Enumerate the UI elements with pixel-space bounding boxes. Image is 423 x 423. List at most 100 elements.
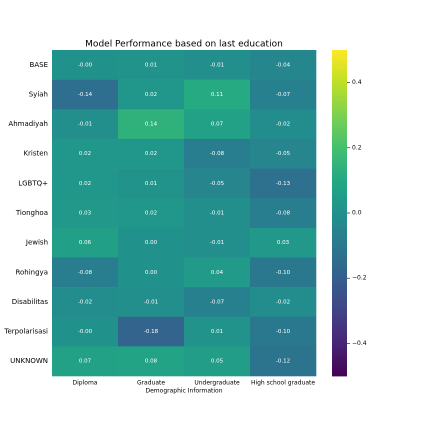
x-tick-label: Undergraduate bbox=[194, 380, 240, 387]
colorbar-segment bbox=[332, 105, 347, 110]
colorbar-segment bbox=[332, 274, 347, 279]
cell-label: -0.04 bbox=[276, 62, 291, 68]
colorbar-segment bbox=[332, 72, 347, 77]
colorbar-segment bbox=[332, 336, 347, 341]
y-tick-label: Ahmadiyah bbox=[8, 120, 48, 128]
colorbar-segment bbox=[332, 164, 347, 168]
colorbar-segment bbox=[332, 320, 347, 325]
colorbar-tick-label: −0.2 bbox=[352, 275, 367, 282]
colorbar-segment bbox=[332, 56, 347, 61]
cell-label: 0.02 bbox=[145, 211, 157, 217]
cell-label: 0.07 bbox=[211, 122, 224, 128]
colorbar-segment bbox=[332, 186, 347, 191]
colorbar-segment bbox=[332, 287, 347, 292]
y-tick-label: UNKNOWN bbox=[10, 357, 48, 365]
colorbar-segment bbox=[332, 362, 347, 367]
colorbar-segment bbox=[332, 216, 347, 220]
colorbar-segment bbox=[332, 278, 347, 282]
colorbar-segment bbox=[332, 128, 347, 132]
heatmap-cell bbox=[250, 168, 317, 199]
colorbar-segment bbox=[332, 53, 347, 57]
cell-label: -0.08 bbox=[210, 151, 225, 157]
colorbar-segment bbox=[332, 265, 347, 269]
colorbar-segment bbox=[332, 118, 347, 123]
colorbar-segment bbox=[332, 69, 347, 74]
colorbar-segment bbox=[332, 258, 347, 263]
colorbar-segment bbox=[332, 245, 347, 250]
colorbar-segment bbox=[332, 203, 347, 207]
heatmap-cell bbox=[250, 287, 317, 318]
heatmap-cell bbox=[52, 227, 119, 258]
colorbar-segment bbox=[332, 183, 347, 188]
colorbar-segment bbox=[332, 190, 347, 194]
heatmap-cell bbox=[250, 198, 317, 229]
colorbar-tick-label: 0.0 bbox=[352, 210, 362, 217]
heatmap-cell bbox=[250, 316, 317, 347]
cell-label: 0.02 bbox=[145, 92, 157, 98]
heatmap-cell bbox=[52, 109, 119, 140]
colorbar-segment bbox=[332, 353, 347, 357]
heatmap-cell bbox=[118, 168, 185, 199]
cell-label: -0.12 bbox=[276, 359, 290, 365]
colorbar-segment bbox=[332, 346, 347, 351]
colorbar-segment bbox=[332, 369, 347, 374]
heatmap-cell bbox=[184, 257, 251, 288]
colorbar-segment bbox=[332, 248, 347, 253]
colorbar-segment bbox=[332, 255, 347, 260]
x-tick-label: Graduate bbox=[137, 380, 165, 387]
colorbar-segment bbox=[332, 79, 347, 83]
colorbar-segment bbox=[332, 252, 347, 256]
x-tick-label: Diploma bbox=[73, 380, 98, 387]
heatmap-cell bbox=[184, 346, 251, 377]
heatmap-cell bbox=[118, 79, 185, 110]
cell-label: -0.08 bbox=[276, 211, 291, 217]
cell-label: -0.01 bbox=[78, 122, 92, 128]
colorbar-segment bbox=[332, 297, 347, 302]
cell-label: 0.03 bbox=[79, 211, 92, 217]
cell-label: -0.10 bbox=[276, 329, 291, 335]
colorbar-segment bbox=[332, 219, 347, 224]
heatmap-cell bbox=[52, 198, 119, 229]
y-tick-label: Terpolarisasi bbox=[3, 328, 48, 336]
heatmap-cell bbox=[118, 257, 185, 288]
colorbar-segment bbox=[332, 134, 347, 139]
heatmap-cell bbox=[52, 50, 119, 80]
colorbar-segment bbox=[332, 63, 347, 67]
cell-label: 0.05 bbox=[211, 359, 224, 365]
colorbar-segment bbox=[332, 323, 347, 328]
heatmap-cell bbox=[52, 257, 119, 288]
cell-label: -0.05 bbox=[210, 181, 225, 187]
cell-label: 0.01 bbox=[145, 62, 157, 68]
colorbar-segment bbox=[332, 294, 347, 299]
cell-label: -0.01 bbox=[210, 240, 224, 246]
heatmap-cell bbox=[52, 287, 119, 318]
colorbar-segment bbox=[332, 85, 347, 90]
colorbar-segment bbox=[332, 349, 347, 354]
colorbar-segment bbox=[332, 317, 347, 321]
cell-label: -0.02 bbox=[78, 299, 92, 305]
y-tick-label: LGBTQ+ bbox=[18, 179, 48, 187]
heatmap-cell bbox=[250, 257, 317, 288]
cell-label: -0.01 bbox=[210, 62, 224, 68]
colorbar-segment bbox=[332, 167, 347, 172]
heatmap-cell bbox=[184, 168, 251, 199]
heatmap-cell bbox=[184, 50, 251, 80]
heatmap-cell bbox=[184, 287, 251, 318]
heatmap-cell bbox=[118, 346, 185, 377]
y-tick-label: Tionghoa bbox=[15, 209, 48, 217]
colorbar-segment bbox=[332, 239, 347, 243]
colorbar-segment bbox=[332, 340, 347, 344]
colorbar-segment bbox=[332, 314, 347, 318]
cell-label: 0.00 bbox=[145, 270, 158, 276]
x-tick-label: High school graduate bbox=[251, 380, 315, 387]
colorbar-segment bbox=[332, 124, 347, 129]
colorbar-segment bbox=[332, 98, 347, 103]
colorbar-segment bbox=[332, 372, 347, 377]
heatmap-cell bbox=[250, 346, 317, 377]
colorbar-segment bbox=[332, 95, 347, 100]
heatmap-cell bbox=[184, 227, 251, 258]
cell-label: -0.01 bbox=[210, 211, 224, 217]
heatmap-cell bbox=[250, 138, 317, 169]
colorbar-segment bbox=[332, 222, 347, 227]
